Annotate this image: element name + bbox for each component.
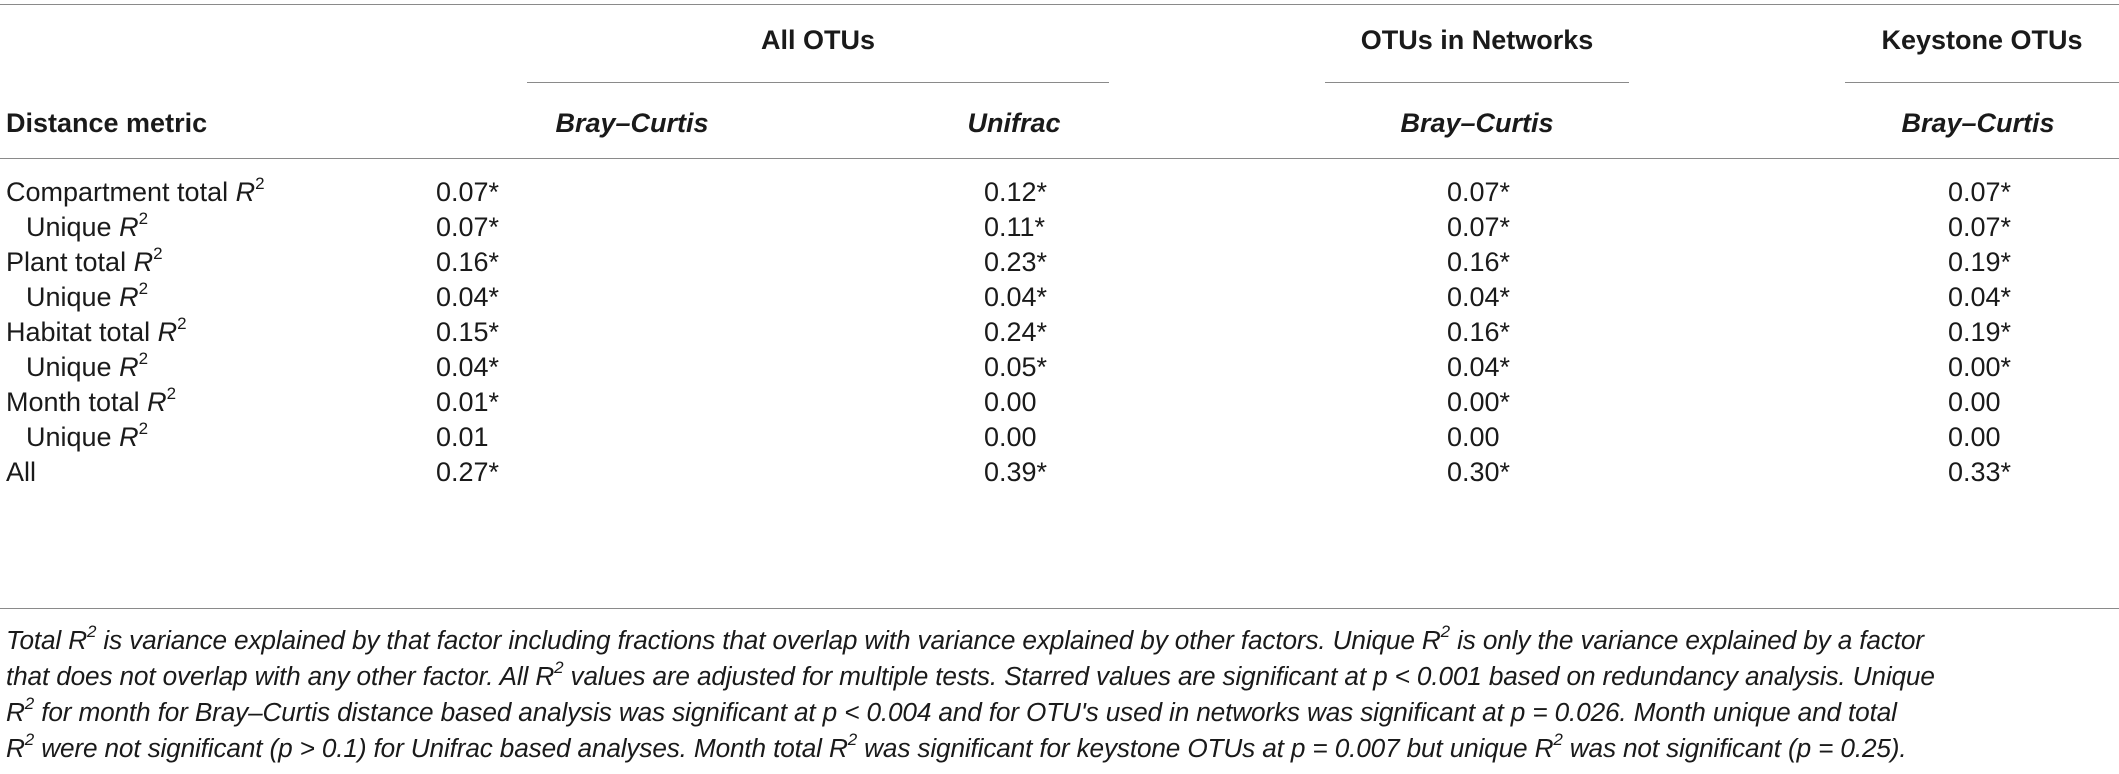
superscript: 2 — [24, 730, 35, 750]
table-cell: 0.27* — [436, 457, 500, 487]
footnote-line: R2 were not significant (p > 0.1) for Un… — [6, 730, 1907, 763]
table-cell: 0.05* — [984, 352, 1048, 382]
table-cell: 0.19* — [1948, 317, 2012, 347]
table-row-label: Unique R2 — [26, 349, 149, 382]
r-squared-symbol: R — [119, 282, 139, 312]
superscript: 2 — [177, 314, 187, 333]
table-cell: 0.00 — [1447, 422, 1500, 452]
table-cell: 0.33* — [1948, 457, 2012, 487]
superscript: 2 — [554, 658, 564, 678]
table-cell: 0.15* — [436, 317, 500, 347]
table-cell: 0.11* — [984, 212, 1046, 242]
superscript: 2 — [138, 279, 149, 298]
group-underline-otus-in-networks — [1325, 82, 1629, 83]
table-cell: 0.30* — [1447, 457, 1511, 487]
superscript: 2 — [847, 730, 858, 750]
table-cell: 0.19* — [1948, 247, 2012, 277]
group-underline-keystone-otus — [1845, 82, 2119, 83]
table-cell: 0.00 — [984, 387, 1037, 417]
table-cell: 0.01 — [436, 422, 489, 452]
superscript: 2 — [1440, 622, 1450, 642]
table-cell: 0.07* — [436, 177, 500, 207]
superscript: 2 — [255, 174, 265, 193]
superscript: 2 — [1553, 730, 1563, 750]
superscript: 2 — [138, 349, 149, 368]
footnote-line: R2 for month for Bray–Curtis distance ba… — [6, 694, 1897, 727]
table-cell: 0.04* — [1948, 282, 2012, 312]
r-squared-symbol: R — [133, 247, 154, 277]
table-cell: 0.23* — [984, 247, 1048, 277]
table-cell: 0.16* — [436, 247, 500, 277]
superscript: 2 — [86, 622, 97, 642]
table-cell: 0.39* — [984, 457, 1048, 487]
r-squared-symbol: R — [157, 317, 178, 347]
table-cell: 0.00 — [1948, 387, 2001, 417]
table-cell: 0.04* — [1447, 282, 1511, 312]
table-top-rule — [0, 4, 2119, 5]
table-footnote: Total R2 is variance explained by that f… — [6, 622, 2116, 766]
superscript: 2 — [166, 384, 177, 403]
column-header-unifrac-all: Unifrac — [967, 108, 1061, 138]
table-cell: 0.16* — [1447, 247, 1511, 277]
table-cell: 0.07* — [1948, 177, 2012, 207]
table-row-label: Compartment total R2 — [6, 174, 265, 207]
group-header-all-otus: All OTUs — [760, 25, 876, 55]
superscript: 2 — [138, 209, 149, 228]
r-squared-symbol: R — [119, 352, 139, 382]
table-cell: 0.00* — [1447, 387, 1511, 417]
table-cell: 0.04* — [1447, 352, 1511, 382]
table-row-label: All — [6, 457, 37, 487]
footnote-line: Total R2 is variance explained by that f… — [6, 622, 1924, 655]
group-header-otus-in-networks: OTUs in Networks — [1360, 25, 1594, 55]
row-header-label: Distance metric — [6, 108, 208, 138]
superscript: 2 — [138, 419, 149, 438]
r-squared-symbol: R — [235, 177, 256, 207]
table-cell: 0.04* — [436, 282, 500, 312]
table-cell: 0.04* — [984, 282, 1048, 312]
header-bottom-rule — [0, 158, 2119, 159]
table-row-label: Unique R2 — [26, 209, 149, 242]
r-squared-symbol: R — [119, 212, 139, 242]
table-cell: 0.12* — [984, 177, 1048, 207]
table-row-label: Unique R2 — [26, 419, 149, 452]
table-cell: 0.07* — [1447, 212, 1511, 242]
table-row-label: Habitat total R2 — [6, 314, 187, 347]
table-row-label: Month total R2 — [6, 384, 177, 417]
footnote-line: that does not overlap with any other fac… — [6, 658, 1935, 691]
column-header-bray-curtis-all: Bray–Curtis — [555, 108, 709, 138]
table-cell: 0.00 — [1948, 422, 2001, 452]
table-cell: 0.01* — [436, 387, 500, 417]
table-cell: 0.00* — [1948, 352, 2012, 382]
superscript: 2 — [153, 244, 163, 263]
table-cell: 0.07* — [436, 212, 500, 242]
table-row-label: Plant total R2 — [6, 244, 163, 277]
table-cell: 0.04* — [436, 352, 500, 382]
column-header-bray-curtis-keystone: Bray–Curtis — [1901, 108, 2055, 138]
table-row-label: Unique R2 — [26, 279, 149, 312]
superscript: 2 — [24, 694, 35, 714]
table-cell: 0.24* — [984, 317, 1048, 347]
r-squared-symbol: R — [147, 387, 167, 417]
table-cell: 0.00 — [984, 422, 1037, 452]
column-header-bray-curtis-networks: Bray–Curtis — [1400, 108, 1554, 138]
table-cell: 0.07* — [1447, 177, 1511, 207]
group-header-keystone-otus: Keystone OTUs — [1881, 25, 2083, 55]
table-cell: 0.16* — [1447, 317, 1511, 347]
table-cell: 0.07* — [1948, 212, 2012, 242]
group-underline-all-otus — [527, 82, 1109, 83]
table-bottom-rule — [0, 608, 2119, 609]
r-squared-symbol: R — [119, 422, 139, 452]
